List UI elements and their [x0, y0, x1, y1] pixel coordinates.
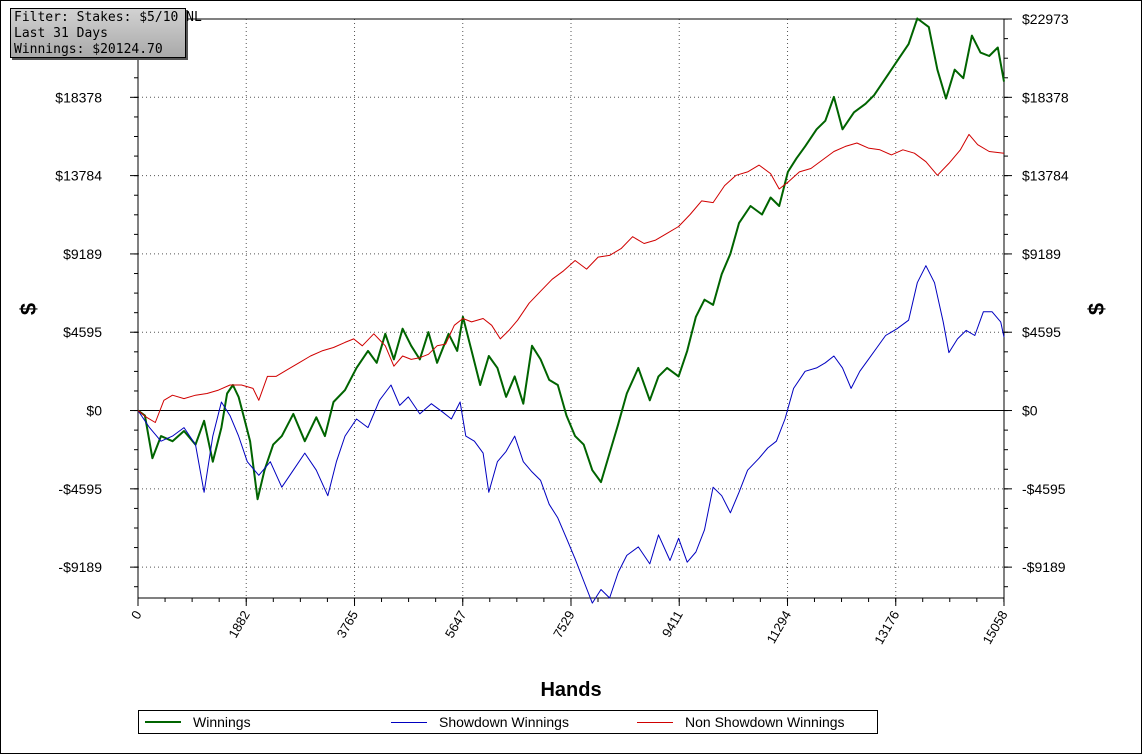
filter-days-text: Last 31 Days	[14, 26, 108, 41]
x-tick-label: 9411	[659, 608, 686, 640]
y-tick-label-right: -$4595	[1022, 481, 1066, 497]
legend-label-showdown: Showdown Winnings	[439, 714, 569, 730]
y-tick-label-left: $9189	[63, 246, 102, 262]
legend-label-non-showdown: Non Showdown Winnings	[685, 714, 845, 730]
legend-swatch-non-showdown	[637, 721, 673, 723]
y-tick-label-right: $9189	[1022, 246, 1061, 262]
x-tick-label: 3765	[334, 608, 361, 641]
non-showdown-winnings-line	[137, 133, 1005, 423]
x-tick-label: 11294	[764, 608, 795, 646]
y-tick-label-right: $4595	[1022, 324, 1061, 340]
x-tick-label: 13176	[871, 608, 902, 647]
y-tick-label-right: $0	[1022, 403, 1038, 419]
y-tick-label-left: -$4595	[58, 481, 102, 497]
x-tick-label: 1882	[225, 608, 252, 641]
x-axis-title: Hands	[540, 679, 601, 701]
y-tick-label-left: $13784	[55, 168, 102, 184]
filter-winnings-text: Winnings: $20124.70	[14, 42, 163, 57]
y-tick-label-right: $13784	[1022, 168, 1069, 184]
legend-item-non-showdown: Non Showdown Winnings	[637, 713, 845, 731]
x-tick-label: 0	[128, 608, 145, 622]
series-layer	[137, 17, 1005, 604]
filter-stakes-text: Filter: Stakes: $5/10 NL	[14, 10, 202, 25]
y-tick-label-left: $18378	[55, 89, 102, 105]
x-tick-label: 7529	[550, 608, 577, 641]
axes	[130, 18, 1012, 606]
y-tick-label-right: -$9189	[1022, 559, 1066, 575]
y-tick-label-left: $0	[86, 403, 102, 419]
showdown-winnings-line	[137, 265, 1005, 604]
y-tick-label-right: $18378	[1022, 89, 1069, 105]
labels: 0 1882 3765 5647 7529 9411 11294 13176 15058 -$91…	[16, 11, 1109, 701]
legend-label-winnings: Winnings	[193, 714, 251, 730]
x-tick-label: 15058	[980, 608, 1011, 647]
legend-item-showdown: Showdown Winnings	[391, 713, 569, 731]
y-tick-label-left: $4595	[63, 324, 102, 340]
legend-swatch-winnings	[145, 721, 181, 723]
x-tick-label: 5647	[442, 608, 469, 641]
y-axis-title-right: $	[1084, 303, 1109, 315]
legend-item-winnings: Winnings	[145, 713, 251, 731]
legend: Winnings Showdown Winnings Non Showdown …	[138, 710, 878, 734]
y-axis-title-left: $	[16, 303, 41, 315]
y-tick-label-right: $22973	[1022, 11, 1069, 27]
filter-info-box: Filter: Stakes: $5/10 NL Last 31 Days Wi…	[10, 8, 202, 58]
grid	[138, 19, 1004, 598]
legend-swatch-showdown	[391, 721, 427, 723]
winnings-line	[137, 17, 1005, 501]
y-tick-label-left: -$9189	[58, 559, 102, 575]
